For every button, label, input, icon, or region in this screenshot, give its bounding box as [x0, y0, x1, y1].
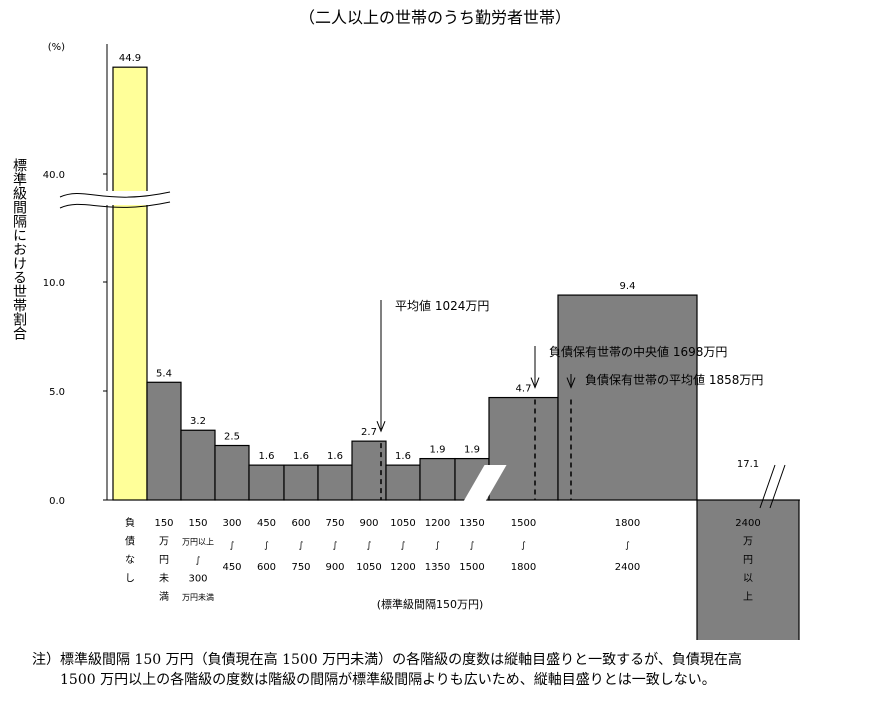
x-tick-label: 150 [154, 518, 173, 529]
x-tick-label: 150 [188, 518, 207, 529]
bar-value-label: 17.1 [737, 459, 759, 470]
annotation-arrow-head [566, 377, 576, 389]
bar-value-label: 9.4 [620, 281, 636, 292]
annotation-arrow-head [376, 420, 386, 433]
range-symbol: ∫ [299, 541, 304, 551]
bar-value-label: 1.9 [430, 445, 446, 456]
x-tick-label: 300 [188, 574, 207, 585]
x-tick-label: 万 [159, 537, 169, 548]
x-tick-label: 1350 [425, 562, 450, 573]
x-tick-label: 450 [257, 518, 276, 529]
y-tick-label: 10.0 [43, 278, 65, 289]
y-tick-label: 40.0 [43, 170, 65, 181]
x-tick-label: 1500 [459, 562, 484, 573]
bar [112, 66, 148, 501]
x-tick-label: 1050 [356, 562, 381, 573]
x-tick-label: 1800 [615, 518, 640, 529]
range-symbol: ∫ [470, 541, 475, 551]
bar-value-label: 5.4 [156, 368, 172, 379]
x-tick-label: 450 [222, 562, 241, 573]
y-tick-label: 0.0 [49, 496, 65, 507]
bar [557, 294, 698, 501]
bar-value-label: 2.5 [224, 432, 240, 443]
x-tick-label: 1200 [425, 518, 450, 529]
bar-value-label: 1.6 [327, 451, 343, 462]
y-axis-label: 標準級間隔における世帯割合 [11, 158, 27, 340]
range-symbol: ∫ [401, 541, 406, 551]
x-tick-label: 900 [325, 562, 344, 573]
x-tick-label: 750 [291, 562, 310, 573]
bar [248, 464, 285, 501]
footnote: 注）標準級間隔 150 万円（負債現在高 1500 万円未満）の各階級の度数は縦… [32, 650, 862, 690]
range-symbol: ∫ [367, 541, 372, 551]
bar [317, 464, 353, 501]
bar [283, 464, 319, 501]
x-tick-label: 750 [325, 518, 344, 529]
x-tick-label: 以 [743, 574, 753, 585]
x-tick-label: 2400 [735, 518, 760, 529]
x-tick-label: 円 [159, 555, 169, 566]
annotation-arrow-head [530, 377, 540, 389]
x-tick-label: 負 [125, 517, 135, 529]
x-tick-label: 300 [222, 518, 241, 529]
range-symbol: ∫ [521, 541, 526, 551]
range-symbol: ∫ [230, 541, 235, 551]
x-tick-label: 900 [359, 518, 378, 529]
x-tick-label: 円 [743, 555, 753, 566]
bar [180, 429, 216, 501]
axis-break-line [59, 191, 171, 198]
bar [146, 381, 182, 501]
x-tick-label: 債 [125, 535, 135, 548]
bar [214, 444, 250, 501]
x-tick-label: 600 [291, 518, 310, 529]
footnote-line-2: 1500 万円以上の各階級の度数は階級の間隔が標準級間隔よりも広いため、縦軸目盛… [60, 672, 716, 688]
histogram-chart: 0.05.010.040.050.0(%)44.9負債なし5.4150万円未満3… [43, 42, 800, 640]
axis-break-line [59, 201, 171, 209]
x-axis-title: (標準級間隔150万円) [377, 597, 484, 611]
x-tick-label: し [125, 573, 135, 585]
x-tick-label: 2400 [615, 562, 640, 573]
footnote-line-1: 注）標準級間隔 150 万円（負債現在高 1500 万円未満）の各階級の度数は縦… [32, 652, 742, 668]
bar [385, 464, 421, 501]
x-tick-label: 上 [743, 591, 753, 603]
bar-break-line [769, 464, 786, 509]
bar [419, 457, 456, 501]
bar-value-label: 1.6 [259, 451, 275, 462]
x-tick-label: 万 [743, 537, 753, 548]
bar [488, 396, 559, 501]
bar-value-label: 1.6 [395, 451, 411, 462]
range-symbol: ∫ [435, 541, 440, 551]
x-tick-label: 600 [257, 562, 276, 573]
bar-break-line [759, 464, 776, 509]
range-symbol: ∫ [333, 541, 338, 551]
x-tick-label: な [125, 554, 135, 566]
bar-value-label: 1.6 [293, 451, 309, 462]
range-symbol: ∫ [264, 541, 269, 551]
x-tick-label: 満 [159, 591, 169, 603]
x-tick-label: 1200 [390, 562, 415, 573]
bar-value-label: 4.7 [516, 384, 532, 395]
bar-break-gap [457, 465, 507, 511]
bar-value-label: 3.2 [190, 416, 206, 427]
x-tick-label: 万円未満 [182, 592, 214, 602]
x-tick-label: 1800 [511, 562, 536, 573]
x-tick-label: 未 [159, 573, 169, 585]
annotation-label: 負債保有世帯の中央値 1698万円 [549, 344, 727, 359]
chart-title: （二人以上の世帯のうち勤労者世帯） [298, 8, 571, 27]
bar [696, 499, 800, 640]
y-unit-label: (%) [48, 42, 65, 53]
x-tick-label: 1350 [459, 518, 484, 529]
bar-value-label: 44.9 [119, 53, 141, 64]
range-symbol: ∫ [196, 556, 201, 566]
x-tick-label: 1050 [390, 518, 415, 529]
annotation-label: 平均値 1024万円 [395, 298, 489, 313]
y-tick-label: 5.0 [49, 387, 65, 398]
bar-value-label: 2.7 [361, 427, 377, 438]
range-symbol: ∫ [625, 541, 630, 551]
annotation-label: 負債保有世帯の平均値 1858万円 [585, 372, 763, 387]
x-tick-label: 万円以上 [182, 538, 214, 547]
x-tick-label: 1500 [511, 518, 536, 529]
bar-value-label: 1.9 [464, 445, 480, 456]
